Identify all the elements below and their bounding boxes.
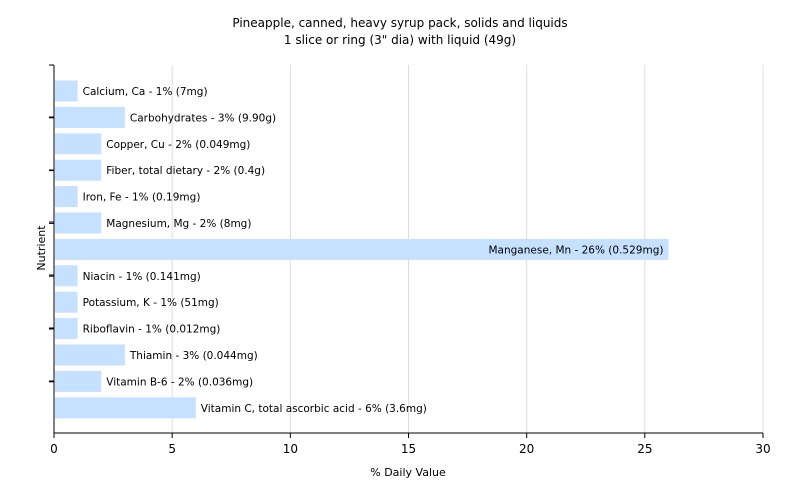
x-tick-label: 30 [755, 442, 770, 456]
x-axis-title: % Daily Value [370, 466, 446, 479]
bar [55, 318, 78, 340]
bar-label: Vitamin B-6 - 2% (0.036mg) [106, 376, 253, 388]
bar [55, 370, 102, 392]
bar-label: Iron, Fe - 1% (0.19mg) [83, 192, 201, 204]
bar [55, 397, 196, 419]
bar-label: Magnesium, Mg - 2% (8mg) [106, 218, 251, 230]
axes: 0 5 10 15 20 25 30 [49, 64, 771, 456]
x-tick-label: 25 [637, 442, 652, 456]
chart-title: Pineapple, canned, heavy syrup pack, sol… [232, 16, 567, 30]
bar-label: Potassium, K - 1% (51mg) [83, 297, 219, 309]
bar [55, 291, 78, 313]
bar [55, 133, 102, 155]
bar-label: Thiamin - 3% (0.044mg) [129, 350, 258, 362]
bar [55, 265, 78, 287]
bar-label: Copper, Cu - 2% (0.049mg) [106, 139, 250, 151]
x-tick-label: 0 [50, 442, 58, 456]
bar-label: Niacin - 1% (0.141mg) [83, 271, 201, 283]
bar-label: Calcium, Ca - 1% (7mg) [83, 86, 208, 98]
bar-label: Vitamin C, total ascorbic acid - 6% (3.6… [201, 403, 427, 415]
x-tick-label: 10 [283, 442, 298, 456]
bar [55, 159, 102, 181]
bar [55, 344, 125, 366]
x-tick-label: 20 [519, 442, 534, 456]
bar [55, 186, 78, 208]
chart-subtitle: 1 slice or ring (3" dia) with liquid (49… [284, 33, 516, 47]
bar-label: Riboflavin - 1% (0.012mg) [83, 324, 221, 336]
bars: Calcium, Ca - 1% (7mg) Carbohydrates - 3%… [55, 80, 669, 419]
bar-label: Manganese, Mn - 26% (0.529mg) [488, 244, 663, 256]
bar-label: Fiber, total dietary - 2% (0.4g) [106, 165, 265, 177]
bar [55, 80, 78, 102]
x-tick-label: 5 [168, 442, 176, 456]
x-tick-label: 15 [401, 442, 416, 456]
bar [55, 238, 669, 260]
y-axis-title: Nutrient [35, 225, 48, 271]
bar [55, 212, 102, 234]
bar [55, 106, 125, 128]
bar-label: Carbohydrates - 3% (9.90g) [130, 112, 276, 124]
